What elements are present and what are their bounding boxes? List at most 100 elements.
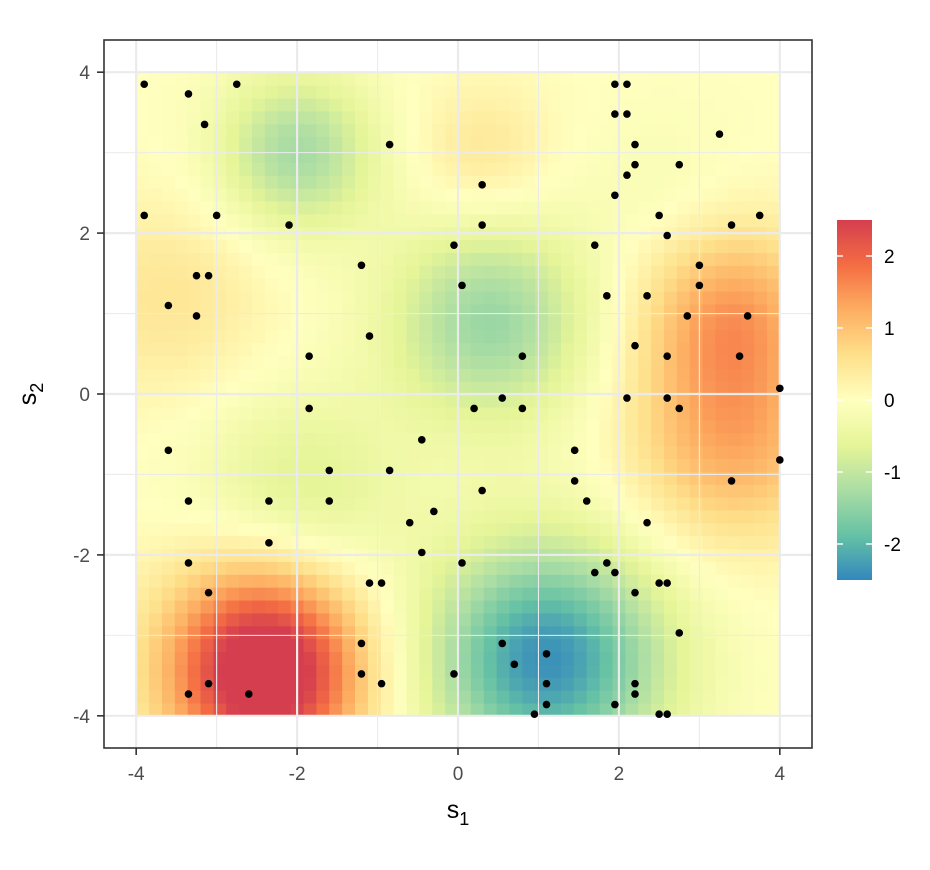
heatmap-cell bbox=[496, 587, 511, 601]
heatmap-cell bbox=[277, 496, 292, 511]
heatmap-cell bbox=[213, 419, 227, 434]
heatmap-cell bbox=[213, 496, 227, 511]
heatmap-cell bbox=[161, 394, 176, 408]
heatmap-cell bbox=[535, 458, 549, 472]
heatmap-cell bbox=[161, 458, 176, 472]
heatmap-cell bbox=[483, 535, 498, 550]
heatmap-cell bbox=[406, 599, 420, 614]
heatmap-cell bbox=[509, 123, 523, 138]
heatmap-cell bbox=[213, 702, 227, 717]
heatmap-cell bbox=[458, 574, 472, 588]
data-point bbox=[498, 639, 507, 648]
heatmap-cell bbox=[174, 355, 189, 369]
heatmap-cell bbox=[419, 149, 433, 163]
heatmap-cell bbox=[213, 406, 227, 421]
heatmap-cell bbox=[496, 419, 511, 434]
heatmap-cell bbox=[586, 200, 601, 215]
heatmap-cell bbox=[252, 136, 266, 151]
heatmap-cell bbox=[303, 535, 317, 550]
heatmap-cell bbox=[548, 85, 562, 99]
heatmap-cell bbox=[226, 265, 240, 279]
heatmap-cell bbox=[663, 213, 678, 228]
heatmap-cell bbox=[741, 664, 755, 678]
heatmap-cell bbox=[393, 587, 408, 601]
heatmap-cell bbox=[586, 110, 601, 125]
heatmap-cell bbox=[252, 677, 266, 691]
heatmap-cell bbox=[432, 471, 446, 485]
heatmap-cell bbox=[200, 239, 215, 253]
heatmap-cell bbox=[586, 625, 601, 640]
heatmap-cell bbox=[573, 368, 588, 382]
heatmap-cell bbox=[239, 419, 253, 434]
heatmap-cell bbox=[264, 329, 279, 344]
heatmap-cell bbox=[663, 149, 678, 163]
heatmap-cell bbox=[676, 265, 691, 279]
heatmap-cell bbox=[483, 625, 498, 640]
heatmap-cell bbox=[638, 123, 652, 138]
heatmap-cell bbox=[458, 496, 472, 511]
heatmap-cell bbox=[470, 432, 485, 447]
heatmap-cell bbox=[161, 587, 176, 601]
heatmap-cell bbox=[586, 72, 601, 86]
heatmap-cell bbox=[560, 252, 575, 266]
heatmap-cell bbox=[470, 677, 485, 691]
heatmap-cell bbox=[149, 123, 163, 138]
heatmap-cell bbox=[406, 419, 420, 434]
heatmap-cell bbox=[329, 123, 343, 138]
heatmap-cell bbox=[342, 239, 356, 253]
heatmap-cell bbox=[470, 574, 485, 588]
heatmap-cell bbox=[432, 123, 446, 138]
heatmap-cell bbox=[496, 123, 511, 138]
heatmap-cell bbox=[406, 213, 420, 228]
heatmap-cell bbox=[728, 432, 742, 447]
heatmap-cell bbox=[689, 561, 704, 575]
heatmap-cell bbox=[663, 303, 678, 318]
heatmap-cell bbox=[406, 329, 420, 344]
heatmap-cell bbox=[136, 445, 150, 459]
heatmap-cell bbox=[329, 509, 343, 524]
heatmap-cell bbox=[239, 664, 253, 678]
heatmap-cell bbox=[445, 265, 459, 279]
heatmap-cell bbox=[702, 599, 717, 614]
heatmap-cell bbox=[149, 522, 163, 537]
heatmap-cell bbox=[406, 458, 420, 472]
heatmap-cell bbox=[355, 316, 369, 331]
heatmap-cell bbox=[496, 612, 511, 627]
heatmap-cell bbox=[161, 85, 176, 99]
heatmap-cell bbox=[651, 612, 665, 627]
heatmap-cell bbox=[638, 496, 652, 511]
heatmap-cell bbox=[355, 419, 369, 434]
heatmap-cell bbox=[136, 484, 150, 498]
heatmap-cell bbox=[406, 188, 420, 202]
heatmap-cell bbox=[187, 213, 202, 228]
heatmap-cell bbox=[367, 522, 382, 537]
heatmap-cell bbox=[522, 368, 536, 382]
heatmap-cell bbox=[406, 574, 420, 588]
heatmap-cell bbox=[560, 702, 575, 717]
heatmap-cell bbox=[483, 445, 498, 459]
heatmap-cell bbox=[509, 445, 523, 459]
heatmap-cell bbox=[702, 651, 717, 665]
heatmap-cell bbox=[136, 561, 150, 575]
heatmap-cell bbox=[599, 72, 614, 86]
heatmap-cell bbox=[548, 445, 562, 459]
heatmap-cell bbox=[651, 638, 665, 653]
heatmap-cell bbox=[663, 664, 678, 678]
heatmap-cell bbox=[702, 471, 717, 485]
heatmap-cell bbox=[625, 625, 639, 640]
data-point bbox=[200, 120, 209, 129]
heatmap-cell bbox=[329, 484, 343, 498]
heatmap-cell bbox=[522, 625, 536, 640]
heatmap-cell bbox=[599, 599, 614, 614]
heatmap-cell bbox=[200, 316, 215, 331]
heatmap-cell bbox=[316, 535, 330, 550]
heatmap-cell bbox=[522, 213, 536, 228]
heatmap-cell bbox=[625, 355, 639, 369]
heatmap-cell bbox=[329, 355, 343, 369]
heatmap-cell bbox=[329, 561, 343, 575]
heatmap-cell bbox=[625, 599, 639, 614]
heatmap-cell bbox=[573, 509, 588, 524]
heatmap-cell bbox=[599, 188, 614, 202]
heatmap-cell bbox=[161, 136, 176, 151]
heatmap-cell bbox=[406, 406, 420, 421]
